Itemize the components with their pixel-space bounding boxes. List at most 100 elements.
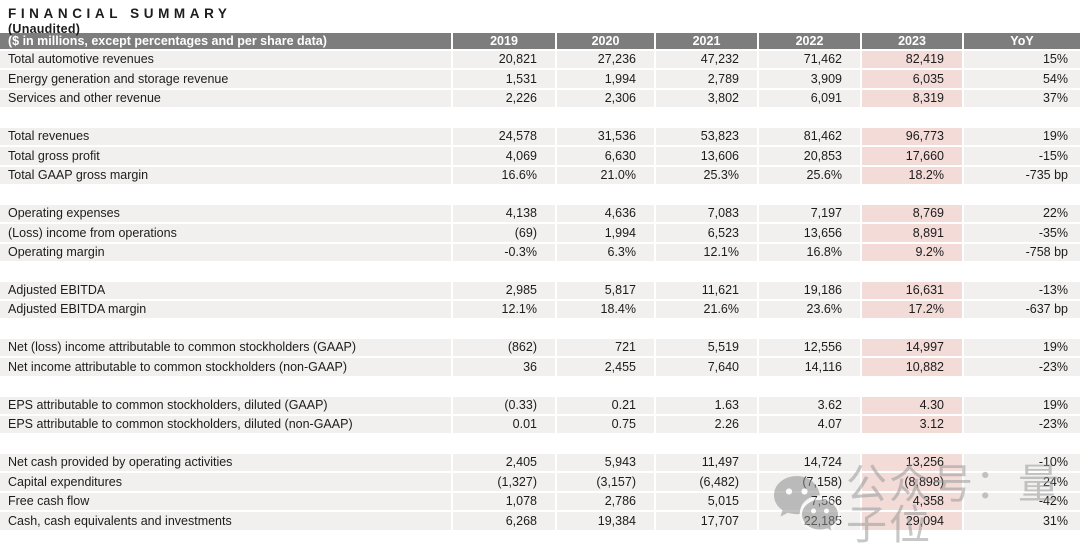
year-value: (7,158) xyxy=(757,472,861,493)
year-value: 6,268 xyxy=(451,511,556,532)
year-value: 19,384 xyxy=(555,511,655,532)
year-value: 4,069 xyxy=(451,146,556,167)
row-label: Energy generation and storage revenue xyxy=(0,69,452,90)
year-value: 11,621 xyxy=(654,280,758,301)
year-value: 4,636 xyxy=(555,203,655,225)
row-label: Total automotive revenues xyxy=(0,50,452,71)
row-label: Total GAAP gross margin xyxy=(0,165,452,187)
year-value: 5,943 xyxy=(555,452,655,474)
table-row: Total gross profit 4,069 6,630 13,606 20,853… xyxy=(0,146,1080,167)
year-value: 25.6% xyxy=(757,165,861,187)
year-value: 7,640 xyxy=(654,357,758,378)
table-header-row: ($ in millions, except percentages and p… xyxy=(0,33,1080,51)
column-header-2022: 2022 xyxy=(757,33,861,51)
year-value: 11,497 xyxy=(654,452,758,474)
table-row: Energy generation and storage revenue 1,5… xyxy=(0,69,1080,90)
title-block: FINANCIAL SUMMARY (Unaudited) xyxy=(0,0,1080,36)
year-value: 13,606 xyxy=(654,146,758,167)
row-label: Adjusted EBITDA margin xyxy=(0,299,452,321)
yoy-value: 24% xyxy=(962,472,1080,493)
year-value: 19,186 xyxy=(757,280,861,301)
row-label: Net income attributable to common stockh… xyxy=(0,357,452,378)
year-value: 17,660 xyxy=(860,146,963,167)
table-row: Adjusted EBITDA 2,985 5,817 11,621 19,186 16,… xyxy=(0,280,1080,301)
table-header-label: ($ in millions, except percentages and p… xyxy=(0,33,452,51)
yoy-value: -35% xyxy=(962,223,1080,244)
year-value: 81,462 xyxy=(757,126,861,148)
year-value: 2,985 xyxy=(451,280,556,301)
yoy-value: -23% xyxy=(962,357,1080,378)
year-value: 96,773 xyxy=(860,126,963,148)
row-label: EPS attributable to common stockholders,… xyxy=(0,414,452,436)
table-row: Adjusted EBITDA margin 12.1% 18.4% 21.6% 23.… xyxy=(0,299,1080,321)
year-value: 1,078 xyxy=(451,491,556,513)
row-label: Total revenues xyxy=(0,126,452,148)
table-row: Net income attributable to common stockh… xyxy=(0,357,1080,378)
year-value: 12.1% xyxy=(451,299,556,321)
year-value: 1.63 xyxy=(654,395,758,416)
year-value: 2,405 xyxy=(451,452,556,474)
table-row: Net (loss) income attributable to common… xyxy=(0,338,1080,359)
row-label: Net (loss) income attributable to common… xyxy=(0,338,452,359)
row-label: Adjusted EBITDA xyxy=(0,280,452,301)
year-value: 25.3% xyxy=(654,165,758,187)
year-value: 2,455 xyxy=(555,357,655,378)
year-value: 2,789 xyxy=(654,69,758,90)
year-value: 4,358 xyxy=(860,491,963,513)
year-value: 3.62 xyxy=(757,395,861,416)
year-value: 23.6% xyxy=(757,299,861,321)
row-label: Net cash provided by operating activitie… xyxy=(0,452,452,474)
year-value: 14,724 xyxy=(757,452,861,474)
row-label: (Loss) income from operations xyxy=(0,223,452,244)
year-value: 10,882 xyxy=(860,357,963,378)
year-value: -0.3% xyxy=(451,242,556,263)
year-value: 8,769 xyxy=(860,203,963,225)
row-label: Operating margin xyxy=(0,242,452,263)
year-value: 36 xyxy=(451,357,556,378)
section-gap xyxy=(0,319,1080,338)
year-value: 6,630 xyxy=(555,146,655,167)
year-value: (8,898) xyxy=(860,472,963,493)
year-value: 17,707 xyxy=(654,511,758,532)
section-gap xyxy=(0,377,1080,396)
year-value: 721 xyxy=(555,338,655,359)
year-value: 18.2% xyxy=(860,165,963,187)
year-value: 8,891 xyxy=(860,223,963,244)
row-label: Free cash flow xyxy=(0,491,452,513)
yoy-value: -758 bp xyxy=(962,242,1080,263)
year-value: 82,419 xyxy=(860,50,963,71)
table-row: Total revenues 24,578 31,536 53,823 81,462 96… xyxy=(0,126,1080,148)
year-value: 5,015 xyxy=(654,491,758,513)
year-value: 16,631 xyxy=(860,280,963,301)
row-label: Cash, cash equivalents and investments xyxy=(0,511,452,532)
table-row: Free cash flow 1,078 2,786 5,015 7,566 4,358-… xyxy=(0,491,1080,513)
yoy-value: -637 bp xyxy=(962,299,1080,321)
year-value: 5,817 xyxy=(555,280,655,301)
yoy-value: -10% xyxy=(962,452,1080,474)
yoy-value: 19% xyxy=(962,395,1080,416)
year-value: (6,482) xyxy=(654,472,758,493)
year-value: 47,232 xyxy=(654,50,758,71)
table-row: Operating expenses 4,138 4,636 7,083 7,197 8,… xyxy=(0,203,1080,225)
year-value: 2.26 xyxy=(654,414,758,436)
yoy-value: 22% xyxy=(962,203,1080,225)
year-value: 71,462 xyxy=(757,50,861,71)
year-value: 24,578 xyxy=(451,126,556,148)
year-value: 22,185 xyxy=(757,511,861,532)
year-value: 5,519 xyxy=(654,338,758,359)
year-value: 16.6% xyxy=(451,165,556,187)
yoy-value: -42% xyxy=(962,491,1080,513)
row-label: Total gross profit xyxy=(0,146,452,167)
table-row: Operating margin -0.3% 6.3% 12.1% 16.8% 9.2% -… xyxy=(0,242,1080,263)
year-value: (1,327) xyxy=(451,472,556,493)
yoy-value: 19% xyxy=(962,338,1080,359)
column-header-2021: 2021 xyxy=(654,33,758,51)
column-header-2020: 2020 xyxy=(555,33,655,51)
year-value: 31,536 xyxy=(555,126,655,148)
table-row: Cash, cash equivalents and investments 6,… xyxy=(0,511,1080,532)
year-value: 29,094 xyxy=(860,511,963,532)
yoy-value: 37% xyxy=(962,88,1080,110)
table-row: Services and other revenue 2,226 2,306 3,80… xyxy=(0,88,1080,110)
column-header-2019: 2019 xyxy=(451,33,556,51)
year-value: 6,035 xyxy=(860,69,963,90)
